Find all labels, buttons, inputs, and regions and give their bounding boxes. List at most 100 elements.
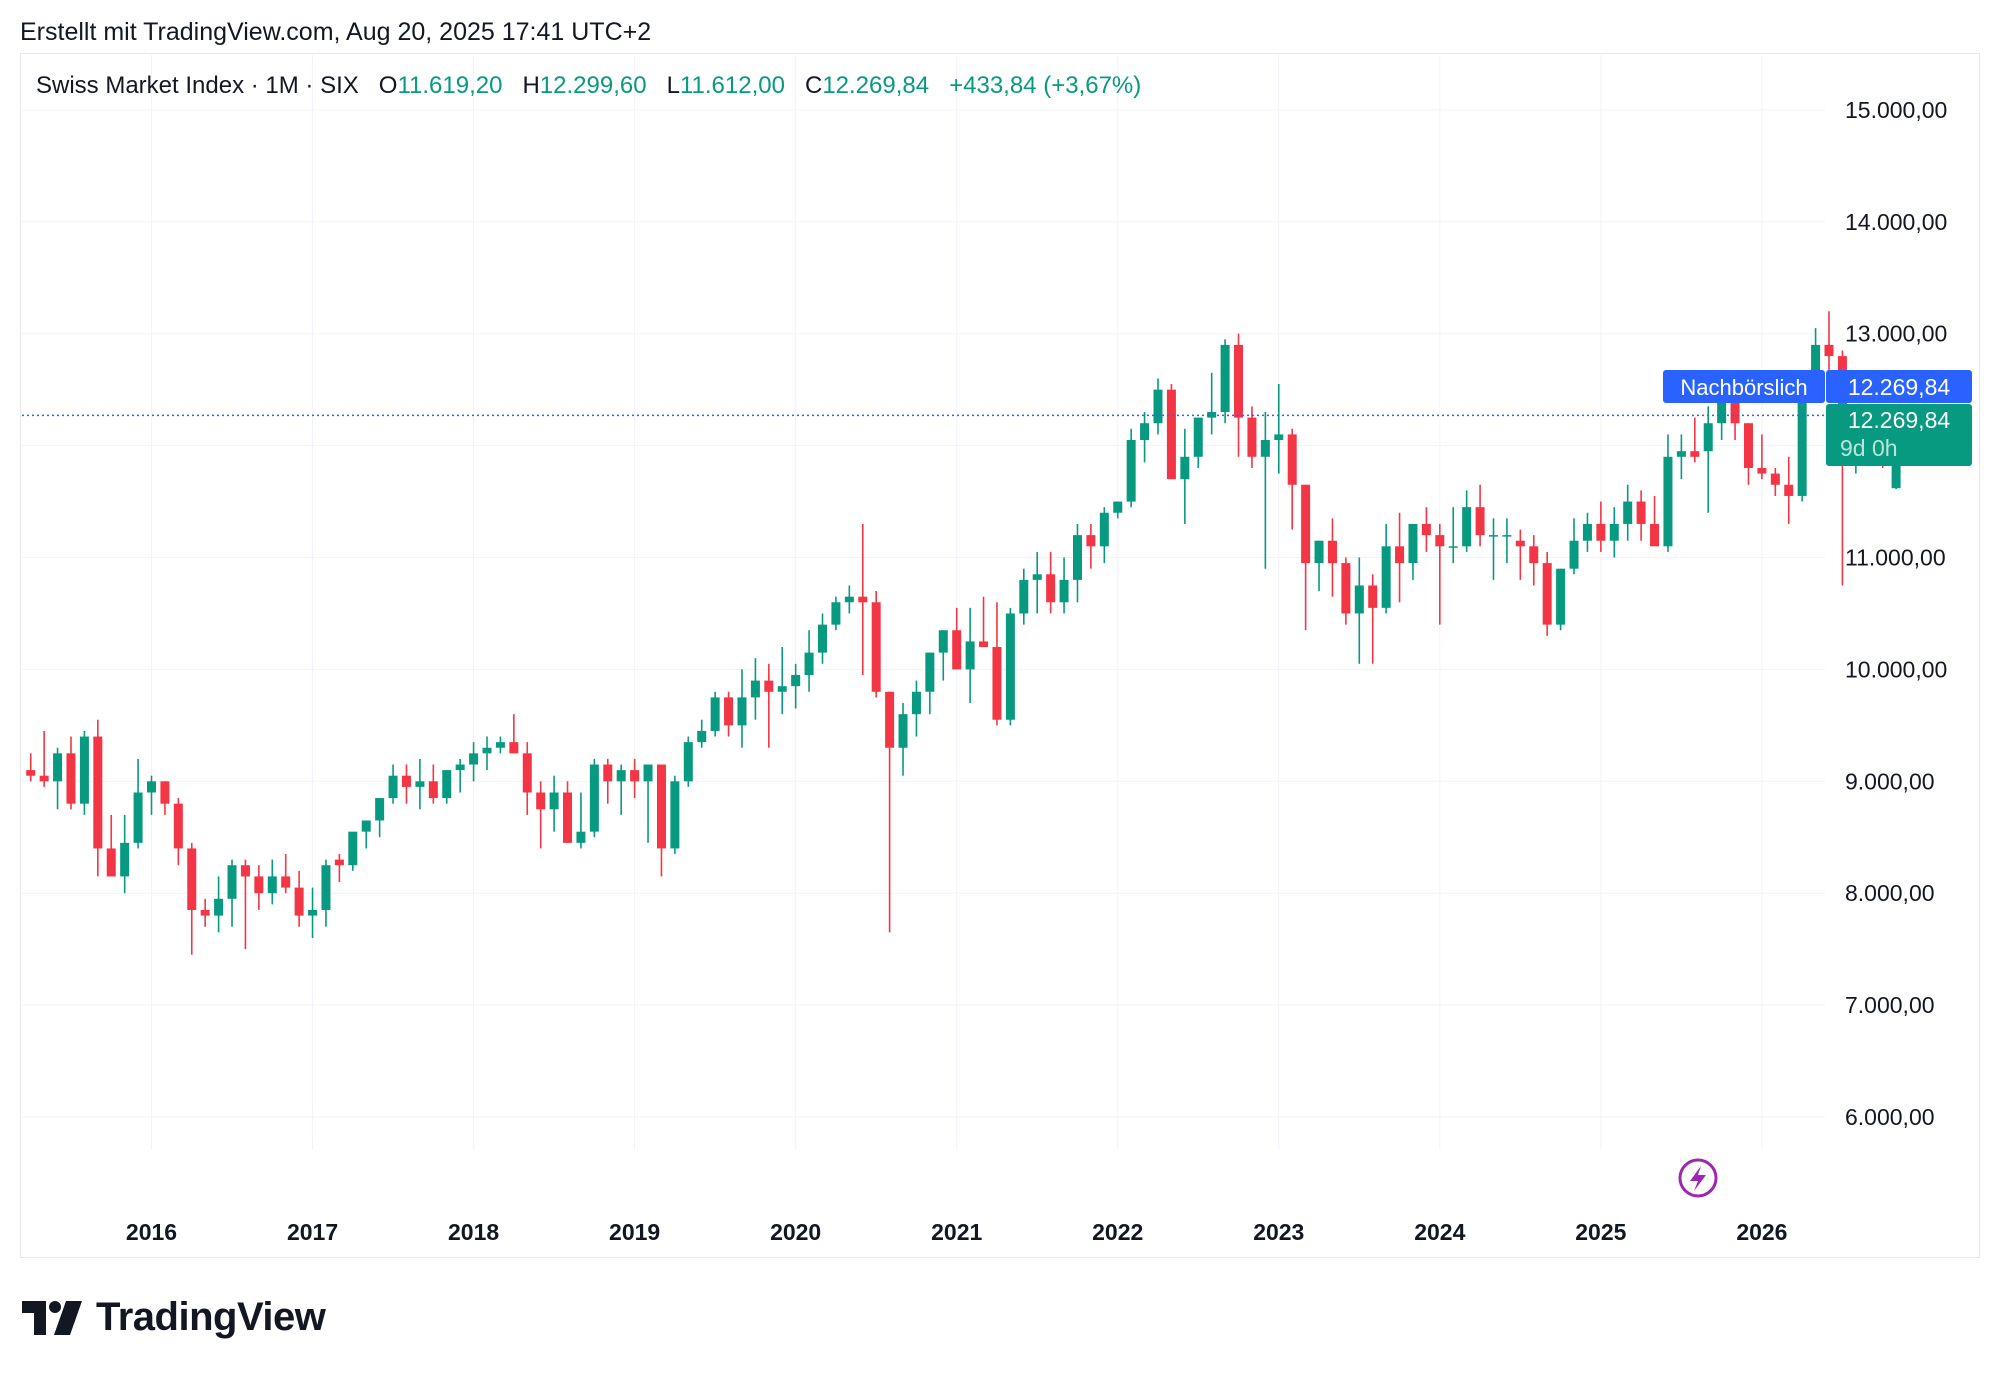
time-tick-label: 2019 <box>609 1219 660 1245</box>
candle-body <box>187 848 197 910</box>
price-tick-label: 15.000,00 <box>1845 97 1947 123</box>
candle-body <box>818 624 827 653</box>
candle-body <box>375 798 385 821</box>
time-tick-label: 2026 <box>1736 1219 1787 1245</box>
candle-body <box>522 753 532 793</box>
candle <box>804 630 814 692</box>
candle-body <box>214 898 224 916</box>
candle-body <box>1301 484 1311 564</box>
candle-body <box>308 909 318 916</box>
ohlc-legend: Swiss Market Index · 1M · SIX O11.619,20… <box>36 72 1141 100</box>
candle <box>334 854 344 883</box>
candle <box>1274 384 1284 474</box>
candle <box>1421 507 1431 552</box>
candle <box>1435 523 1445 625</box>
candle-body <box>1113 501 1123 513</box>
candle-body <box>750 680 760 698</box>
candle-body <box>334 859 344 866</box>
after-hours-price: 12.269,84 <box>1848 374 1951 400</box>
candle-body <box>1824 344 1834 357</box>
candle <box>750 658 760 720</box>
candle <box>227 859 237 927</box>
price-axis[interactable]: 15.000,00 14.000,00 13.000,00 11.000,00 10.0… <box>1845 97 1947 1130</box>
candle-body <box>1502 535 1512 537</box>
candle-body <box>1448 546 1458 548</box>
chart-canvas[interactable]: 15.000,00 14.000,00 13.000,00 11.000,00 10.0… <box>0 0 1999 1260</box>
candle <box>482 736 492 771</box>
candle <box>522 742 532 815</box>
tradingview-logo[interactable]: TradingView <box>22 1295 326 1340</box>
tradingview-wordmark: TradingView <box>96 1295 326 1339</box>
candle-body <box>1529 546 1539 564</box>
candle-body <box>1395 546 1405 564</box>
bar-countdown: 9d 0h <box>1840 435 1898 461</box>
candle <box>1556 568 1566 631</box>
candle-body <box>804 652 814 675</box>
candle-body <box>1086 535 1096 547</box>
candle-body <box>885 691 895 748</box>
candle <box>1234 333 1244 457</box>
candle <box>348 831 358 871</box>
candle-body <box>495 742 505 748</box>
candle <box>710 691 720 737</box>
candle-body <box>1515 540 1525 547</box>
candle <box>952 607 962 670</box>
candle-body <box>1314 540 1324 564</box>
candle <box>1207 372 1217 435</box>
candle <box>254 865 264 910</box>
candle <box>925 652 935 715</box>
candle <box>200 898 210 927</box>
candle-body <box>1019 579 1029 614</box>
lightning-marker-icon[interactable] <box>1678 1158 1718 1198</box>
candle-body <box>1032 574 1042 580</box>
candle <box>469 742 479 782</box>
tradingview-logo-icon <box>22 1300 82 1335</box>
candle-body <box>1690 451 1700 457</box>
time-axis[interactable]: 2016 2017 2018 2019 2020 2021 2022 2023 2024 2025… <box>126 1219 1788 1245</box>
candle <box>1032 551 1042 614</box>
candle <box>1247 406 1257 468</box>
symbol-title[interactable]: Swiss Market Index · 1M · SIX <box>36 72 359 99</box>
candle-body <box>1569 540 1579 569</box>
candle <box>1019 568 1029 625</box>
candle-body <box>173 803 183 849</box>
candle-body <box>576 831 586 843</box>
candle-body <box>1140 423 1150 441</box>
candle-body <box>1180 456 1190 480</box>
candle-body <box>415 781 425 787</box>
candle-body <box>240 865 250 877</box>
candle <box>1569 518 1579 575</box>
time-tick-label: 2017 <box>287 1219 338 1245</box>
time-tick-label: 2021 <box>931 1219 982 1245</box>
candle <box>1582 512 1592 552</box>
candle-body <box>401 775 411 787</box>
candle-body <box>952 630 962 670</box>
candle <box>79 730 89 815</box>
candle-body <box>844 596 854 603</box>
price-tick-label: 11.000,00 <box>1845 545 1946 571</box>
candle <box>375 798 385 838</box>
candle-body <box>39 775 49 782</box>
candle <box>267 859 277 905</box>
candle <box>1341 557 1351 625</box>
time-tick-label: 2020 <box>770 1219 821 1245</box>
candle-body <box>509 742 519 754</box>
candle-body <box>1099 512 1109 547</box>
candle <box>1046 551 1056 614</box>
candle-body <box>764 680 774 692</box>
candle-body <box>656 764 666 849</box>
candle <box>308 887 318 938</box>
candle-body <box>1582 523 1592 541</box>
candle <box>1743 423 1753 485</box>
candle-body <box>710 697 720 731</box>
candle-body <box>1663 456 1673 547</box>
candle <box>1314 540 1324 592</box>
candle-body <box>1650 523 1660 547</box>
candle <box>1757 434 1767 480</box>
candle <box>844 585 854 614</box>
candle-body <box>643 764 653 782</box>
candle-body <box>1072 535 1082 580</box>
candle <box>885 691 895 933</box>
candle-body <box>831 602 841 625</box>
candle <box>683 736 693 787</box>
